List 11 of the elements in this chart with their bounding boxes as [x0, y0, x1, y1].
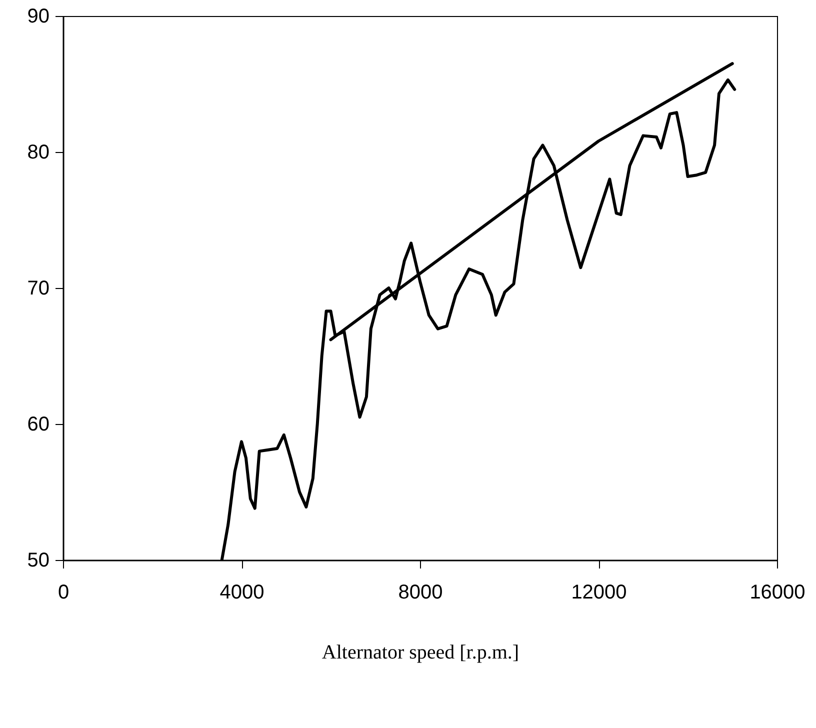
x-tick-label: 12000: [571, 582, 627, 604]
x-axis-title: Alternator speed [r.p.m.]: [322, 642, 520, 664]
y-tick-label: 80: [27, 142, 50, 164]
y-tick-label: 60: [27, 414, 50, 436]
x-tick-label: 16000: [750, 582, 806, 604]
y-tick-label: 50: [27, 550, 50, 572]
y-tick-label: 70: [27, 278, 50, 300]
y-tick-label: 90: [27, 6, 50, 28]
x-tick-label: 4000: [220, 582, 264, 604]
x-tick-label: 8000: [398, 582, 443, 604]
x-tick-label: 0: [58, 582, 70, 604]
